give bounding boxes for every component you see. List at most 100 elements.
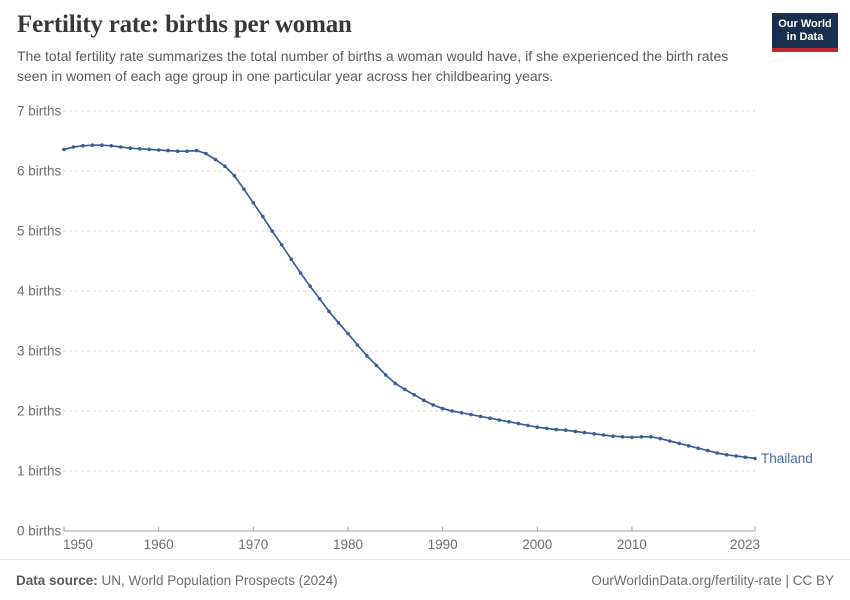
thailand-data-point bbox=[507, 420, 511, 424]
thailand-data-point bbox=[81, 144, 85, 148]
thailand-data-point bbox=[649, 435, 653, 439]
thailand-data-point bbox=[270, 229, 275, 233]
thailand-data-point bbox=[563, 428, 568, 433]
thailand-data-point bbox=[261, 214, 265, 219]
y-tick-label: 0 births bbox=[17, 524, 62, 539]
chart-footer: Data source: UN, World Population Prospe… bbox=[0, 559, 850, 600]
x-tick-label: 2010 bbox=[617, 537, 647, 552]
thailand-data-point bbox=[459, 411, 464, 415]
data-source-text: UN, World Population Prospects (2024) bbox=[97, 572, 338, 588]
thailand-data-point bbox=[421, 398, 426, 403]
thailand-data-point bbox=[194, 148, 199, 153]
thailand-data-point bbox=[658, 436, 663, 441]
y-tick-label: 1 births bbox=[17, 464, 62, 479]
thailand-data-point bbox=[620, 435, 625, 439]
y-tick-label: 6 births bbox=[17, 164, 62, 179]
thailand-data-point bbox=[289, 257, 294, 262]
thailand-data-point bbox=[185, 149, 189, 153]
thailand-data-point bbox=[213, 157, 218, 162]
attribution: OurWorldinData.org/fertility-rate | CC B… bbox=[591, 573, 834, 588]
thailand-data-point bbox=[582, 430, 587, 435]
thailand-data-point bbox=[71, 145, 76, 149]
thailand-data-point bbox=[592, 432, 596, 436]
y-tick-label: 5 births bbox=[17, 224, 62, 239]
thailand-data-point bbox=[137, 147, 142, 151]
thailand-data-point bbox=[374, 363, 379, 368]
data-source-label: Data source: bbox=[16, 572, 98, 588]
thailand-data-point bbox=[743, 455, 748, 460]
thailand-data-point bbox=[639, 435, 644, 439]
thailand-data-point bbox=[251, 201, 256, 205]
thailand-data-point bbox=[686, 444, 691, 448]
logo-line2: in Data bbox=[786, 31, 824, 43]
thailand-data-point bbox=[535, 425, 540, 430]
thailand-data-point bbox=[393, 381, 398, 386]
thailand-data-point bbox=[478, 414, 483, 419]
thailand-data-point bbox=[630, 435, 634, 440]
thailand-data-point bbox=[166, 148, 170, 153]
x-tick-label: 2000 bbox=[522, 537, 552, 552]
thailand-data-point bbox=[119, 145, 123, 149]
y-tick-label: 3 births bbox=[17, 344, 62, 359]
thailand-data-point bbox=[327, 309, 331, 314]
thailand-data-point bbox=[336, 321, 341, 325]
thailand-data-point bbox=[734, 454, 738, 458]
thailand-data-point bbox=[696, 446, 700, 451]
thailand-data-point bbox=[346, 331, 350, 336]
chart-subtitle: The total fertility rate summarizes the … bbox=[17, 48, 729, 84]
thailand-data-point bbox=[601, 433, 606, 437]
thailand-data-point bbox=[62, 147, 66, 152]
thailand-data-point bbox=[147, 147, 151, 152]
x-tick-label: 1970 bbox=[238, 537, 268, 552]
thailand-data-point bbox=[611, 434, 615, 439]
thailand-data-point bbox=[128, 146, 133, 150]
thailand-data-point bbox=[384, 373, 388, 377]
thailand-data-point bbox=[450, 409, 454, 413]
thailand-data-point bbox=[156, 148, 161, 152]
thailand-data-point bbox=[573, 429, 577, 434]
thailand-data-point bbox=[204, 151, 208, 156]
thailand-data-point bbox=[412, 393, 417, 397]
thailand-data-point bbox=[677, 441, 682, 446]
thailand-data-point bbox=[232, 174, 237, 178]
page-title: Fertility rate: births per woman bbox=[17, 11, 352, 38]
thailand-data-point bbox=[753, 456, 757, 461]
thailand-data-point bbox=[365, 354, 369, 358]
thailand-data-point bbox=[242, 187, 246, 191]
thailand-data-point bbox=[554, 427, 558, 432]
thailand-data-point bbox=[724, 453, 729, 457]
owid-logo[interactable]: Our World in Data bbox=[772, 13, 838, 52]
thailand-data-point bbox=[705, 448, 710, 453]
thailand-data-point bbox=[497, 418, 502, 422]
thailand-data-point bbox=[545, 426, 549, 431]
logo-line1: Our World bbox=[778, 18, 832, 30]
thailand-data-point bbox=[90, 143, 95, 147]
entity-label-thailand: Thailand bbox=[761, 451, 813, 466]
thailand-data-point bbox=[488, 416, 492, 421]
thailand-data-point bbox=[308, 284, 312, 289]
license-label: CC BY bbox=[792, 572, 834, 588]
x-tick-label: 1980 bbox=[333, 537, 363, 552]
x-tick-label: 1960 bbox=[144, 537, 174, 552]
data-source: Data source: UN, World Population Prospe… bbox=[16, 573, 338, 588]
x-tick-label: 1990 bbox=[428, 537, 458, 552]
thailand-data-point bbox=[355, 343, 360, 347]
y-tick-label: 2 births bbox=[17, 404, 62, 419]
thailand-data-point bbox=[440, 406, 445, 411]
thailand-data-point bbox=[100, 143, 104, 147]
thailand-data-point bbox=[715, 451, 719, 455]
separator: | bbox=[781, 572, 793, 588]
chart-header: Fertility rate: births per woman The tot… bbox=[17, 10, 760, 86]
thailand-data-point bbox=[298, 271, 303, 275]
thailand-data-point bbox=[317, 297, 322, 301]
thailand-data-point bbox=[516, 421, 521, 426]
x-tick-label: 2023 bbox=[730, 537, 760, 552]
x-tick-label: 1950 bbox=[63, 537, 93, 552]
thailand-data-point bbox=[668, 439, 672, 443]
thailand-data-point bbox=[223, 164, 227, 168]
chart-url[interactable]: OurWorldinData.org/fertility-rate bbox=[591, 572, 782, 588]
thailand-data-point bbox=[526, 423, 530, 428]
y-tick-label: 7 births bbox=[17, 104, 62, 119]
